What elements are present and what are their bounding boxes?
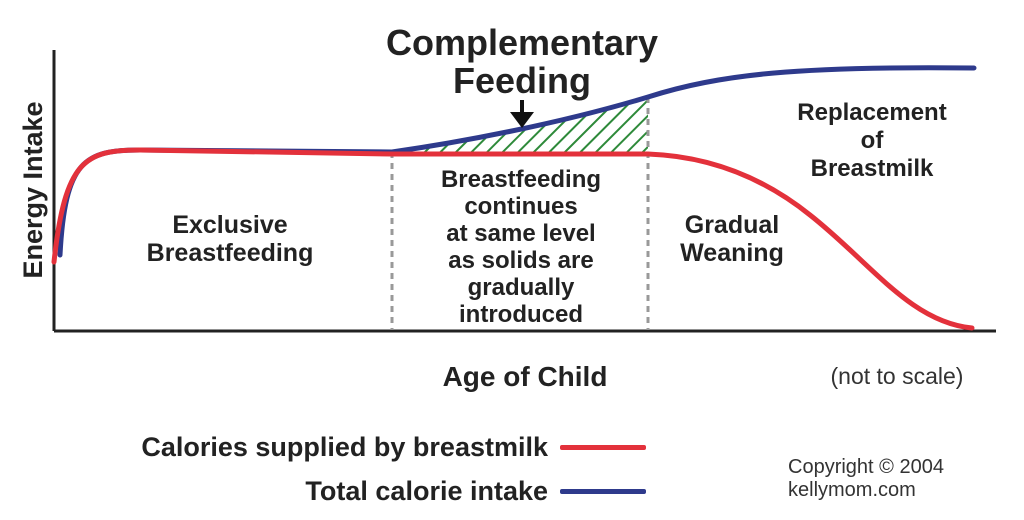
- region-exclusive-line2: Breastfeeding: [147, 239, 314, 267]
- region-weaning-line2: Weaning: [680, 239, 784, 267]
- complementary-hatch-area: [392, 97, 648, 154]
- region-replacement-line1: Replacement: [797, 99, 946, 126]
- legend-breastmilk-label: Calories supplied by breastmilk: [141, 432, 548, 462]
- copyright-line1: Copyright © 2004: [788, 456, 944, 478]
- scale-note: (not to scale): [831, 363, 964, 389]
- region-weaning-line1: Gradual: [685, 211, 779, 239]
- down-arrow-icon: [510, 100, 534, 128]
- legend-breastmilk-swatch: [560, 445, 646, 450]
- y-axis-label: Energy Intake: [18, 101, 48, 278]
- region-continues-line1: Breastfeeding: [441, 166, 601, 193]
- region-continues-line6: introduced: [459, 301, 583, 328]
- complementary-title-line2: Feeding: [453, 60, 591, 101]
- region-continues-line3: at same level: [446, 220, 595, 247]
- legend-total-label: Total calorie intake: [305, 476, 548, 506]
- legend-breastmilk: Calories supplied by breastmilk: [141, 432, 646, 463]
- energy-intake-diagram: Complementary Feeding Energy Intake Excl…: [18, 22, 996, 392]
- region-continues-line5: gradually: [468, 274, 575, 301]
- region-replacement-line3: Breastmilk: [811, 155, 934, 182]
- x-axis-label: Age of Child: [443, 361, 608, 392]
- region-exclusive-line1: Exclusive: [172, 211, 287, 239]
- copyright-line2: kellymom.com: [788, 479, 916, 501]
- legend-total-swatch: [560, 489, 646, 494]
- region-continues-line4: as solids are: [448, 247, 593, 274]
- breastmilk-curve: [51, 147, 975, 331]
- region-continues-line2: continues: [464, 193, 577, 220]
- complementary-title-line1: Complementary: [386, 22, 658, 63]
- region-replacement-line2: of: [861, 127, 885, 154]
- legend-total: Total calorie intake: [305, 476, 646, 507]
- copyright-notice: Copyright © 2004 kellymom.com: [788, 456, 944, 502]
